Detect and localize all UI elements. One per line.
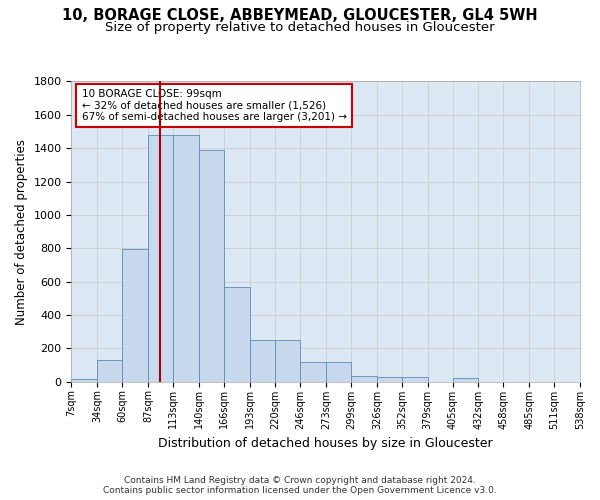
Text: Contains HM Land Registry data © Crown copyright and database right 2024.
Contai: Contains HM Land Registry data © Crown c… xyxy=(103,476,497,495)
Y-axis label: Number of detached properties: Number of detached properties xyxy=(15,138,28,324)
Bar xyxy=(377,376,402,382)
Bar xyxy=(275,340,301,382)
X-axis label: Distribution of detached houses by size in Gloucester: Distribution of detached houses by size … xyxy=(158,437,493,450)
Bar xyxy=(351,376,377,382)
Text: 10, BORAGE CLOSE, ABBEYMEAD, GLOUCESTER, GL4 5WH: 10, BORAGE CLOSE, ABBEYMEAD, GLOUCESTER,… xyxy=(62,8,538,22)
Bar xyxy=(301,362,326,382)
Text: 10 BORAGE CLOSE: 99sqm
← 32% of detached houses are smaller (1,526)
67% of semi-: 10 BORAGE CLOSE: 99sqm ← 32% of detached… xyxy=(82,89,347,122)
Bar xyxy=(224,286,250,382)
Bar xyxy=(71,379,97,382)
Bar xyxy=(452,378,478,382)
Text: Size of property relative to detached houses in Gloucester: Size of property relative to detached ho… xyxy=(105,22,495,35)
Bar xyxy=(326,362,351,382)
Bar xyxy=(402,376,428,382)
Bar xyxy=(122,249,148,382)
Bar xyxy=(250,340,275,382)
Bar xyxy=(199,150,224,382)
Bar xyxy=(97,360,122,382)
Bar xyxy=(173,135,199,382)
Bar xyxy=(148,135,173,382)
